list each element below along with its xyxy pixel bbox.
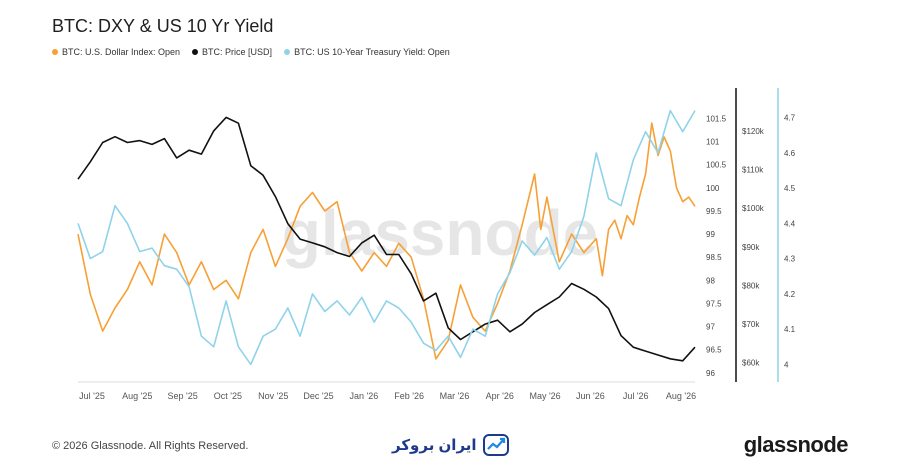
price-tick-label: $70k <box>742 320 760 329</box>
yield-tick-label: 4.3 <box>784 255 796 264</box>
price-tick-label: $110k <box>742 166 764 175</box>
price-tick-label: $100k <box>742 204 765 213</box>
x-tick-label: Dec '25 <box>303 391 333 401</box>
x-tick-label: Aug '25 <box>122 391 152 401</box>
x-tick-label: Jul '26 <box>623 391 649 401</box>
legend-swatch-dxy <box>52 49 58 55</box>
legend-item-yield[interactable]: BTC: US 10-Year Treasury Yield: Open <box>284 47 450 57</box>
x-tick-label: Jul '25 <box>79 391 105 401</box>
price-tick-label: $60k <box>742 359 760 368</box>
yield-tick-label: 4.5 <box>784 184 796 193</box>
x-tick-label: Feb '26 <box>394 391 424 401</box>
dxy-tick-label: 97.5 <box>706 299 722 308</box>
x-tick-label: Aug '26 <box>666 391 696 401</box>
glassnode-logo: glassnode <box>743 432 849 457</box>
legend-item-dxy[interactable]: BTC: U.S. Dollar Index: Open <box>52 47 180 57</box>
dxy-tick-label: 98.5 <box>706 253 722 262</box>
chart-legend: BTC: U.S. Dollar Index: Open BTC: Price … <box>52 47 450 57</box>
dxy-tick-label: 96 <box>706 369 715 378</box>
chart-plot[interactable]: glassnode Jul '25 Aug '25 Sep '25 Oct '25 No… <box>0 0 900 430</box>
series-layer <box>77 109 696 366</box>
dxy-tick-label: 100.5 <box>706 161 727 170</box>
x-tick-label: Oct '25 <box>214 391 242 401</box>
x-tick-label: Apr '26 <box>486 391 514 401</box>
price-tick-label: $90k <box>742 243 760 252</box>
axes-layer: Jul '25 Aug '25 Sep '25 Oct '25 Nov '25 Dec '… <box>78 88 796 401</box>
yield-tick-label: 4.4 <box>784 219 796 228</box>
legend-swatch-yield <box>284 49 291 55</box>
dxy-tick-label: 97 <box>706 323 715 332</box>
series-line-dxy <box>77 122 696 360</box>
series-line-price <box>77 116 696 362</box>
dxy-tick-label: 96.5 <box>706 346 722 355</box>
x-tick-label: Nov '25 <box>258 391 288 401</box>
legend-label-yield: BTC: US 10-Year Treasury Yield: Open <box>294 47 450 57</box>
trend-arrow-icon <box>482 434 509 456</box>
dxy-tick-label: 101 <box>706 138 720 147</box>
yield-tick-label: 4 <box>784 360 789 369</box>
x-tick-label: Sep '25 <box>167 391 197 401</box>
x-tick-label: Jan '26 <box>349 391 378 401</box>
dxy-tick-label: 98 <box>706 276 715 285</box>
legend-label-dxy: BTC: U.S. Dollar Index: Open <box>62 47 181 57</box>
watermark-text: glassnode <box>282 197 599 269</box>
x-tick-label: Mar '26 <box>440 391 470 401</box>
series-line-yield <box>77 109 696 366</box>
dxy-tick-label: 101.5 <box>706 114 727 123</box>
x-tick-label: Jun '26 <box>576 391 605 401</box>
price-tick-label: $80k <box>742 281 760 290</box>
legend-swatch-price <box>192 49 199 55</box>
chart-title: BTC: DXY & US 10 Yr Yield <box>52 16 274 36</box>
dxy-tick-label: 100 <box>706 184 720 193</box>
broker-logo: ایران بروکر <box>392 434 509 456</box>
yield-tick-label: 4.7 <box>784 114 796 123</box>
legend-label-price: BTC: Price [USD] <box>202 47 273 57</box>
dxy-tick-label: 99.5 <box>706 207 722 216</box>
dxy-tick-label: 99 <box>706 230 715 239</box>
broker-logo-text: ایران بروکر <box>392 437 477 454</box>
yield-tick-label: 4.2 <box>784 290 796 299</box>
price-tick-label: $120k <box>742 127 765 136</box>
legend-item-price[interactable]: BTC: Price [USD] <box>192 47 272 57</box>
copyright-text: © 2026 Glassnode. All Rights Reserved. <box>52 440 249 452</box>
yield-tick-label: 4.1 <box>784 325 796 334</box>
yield-tick-label: 4.6 <box>784 149 796 158</box>
x-tick-label: May '26 <box>529 391 560 401</box>
